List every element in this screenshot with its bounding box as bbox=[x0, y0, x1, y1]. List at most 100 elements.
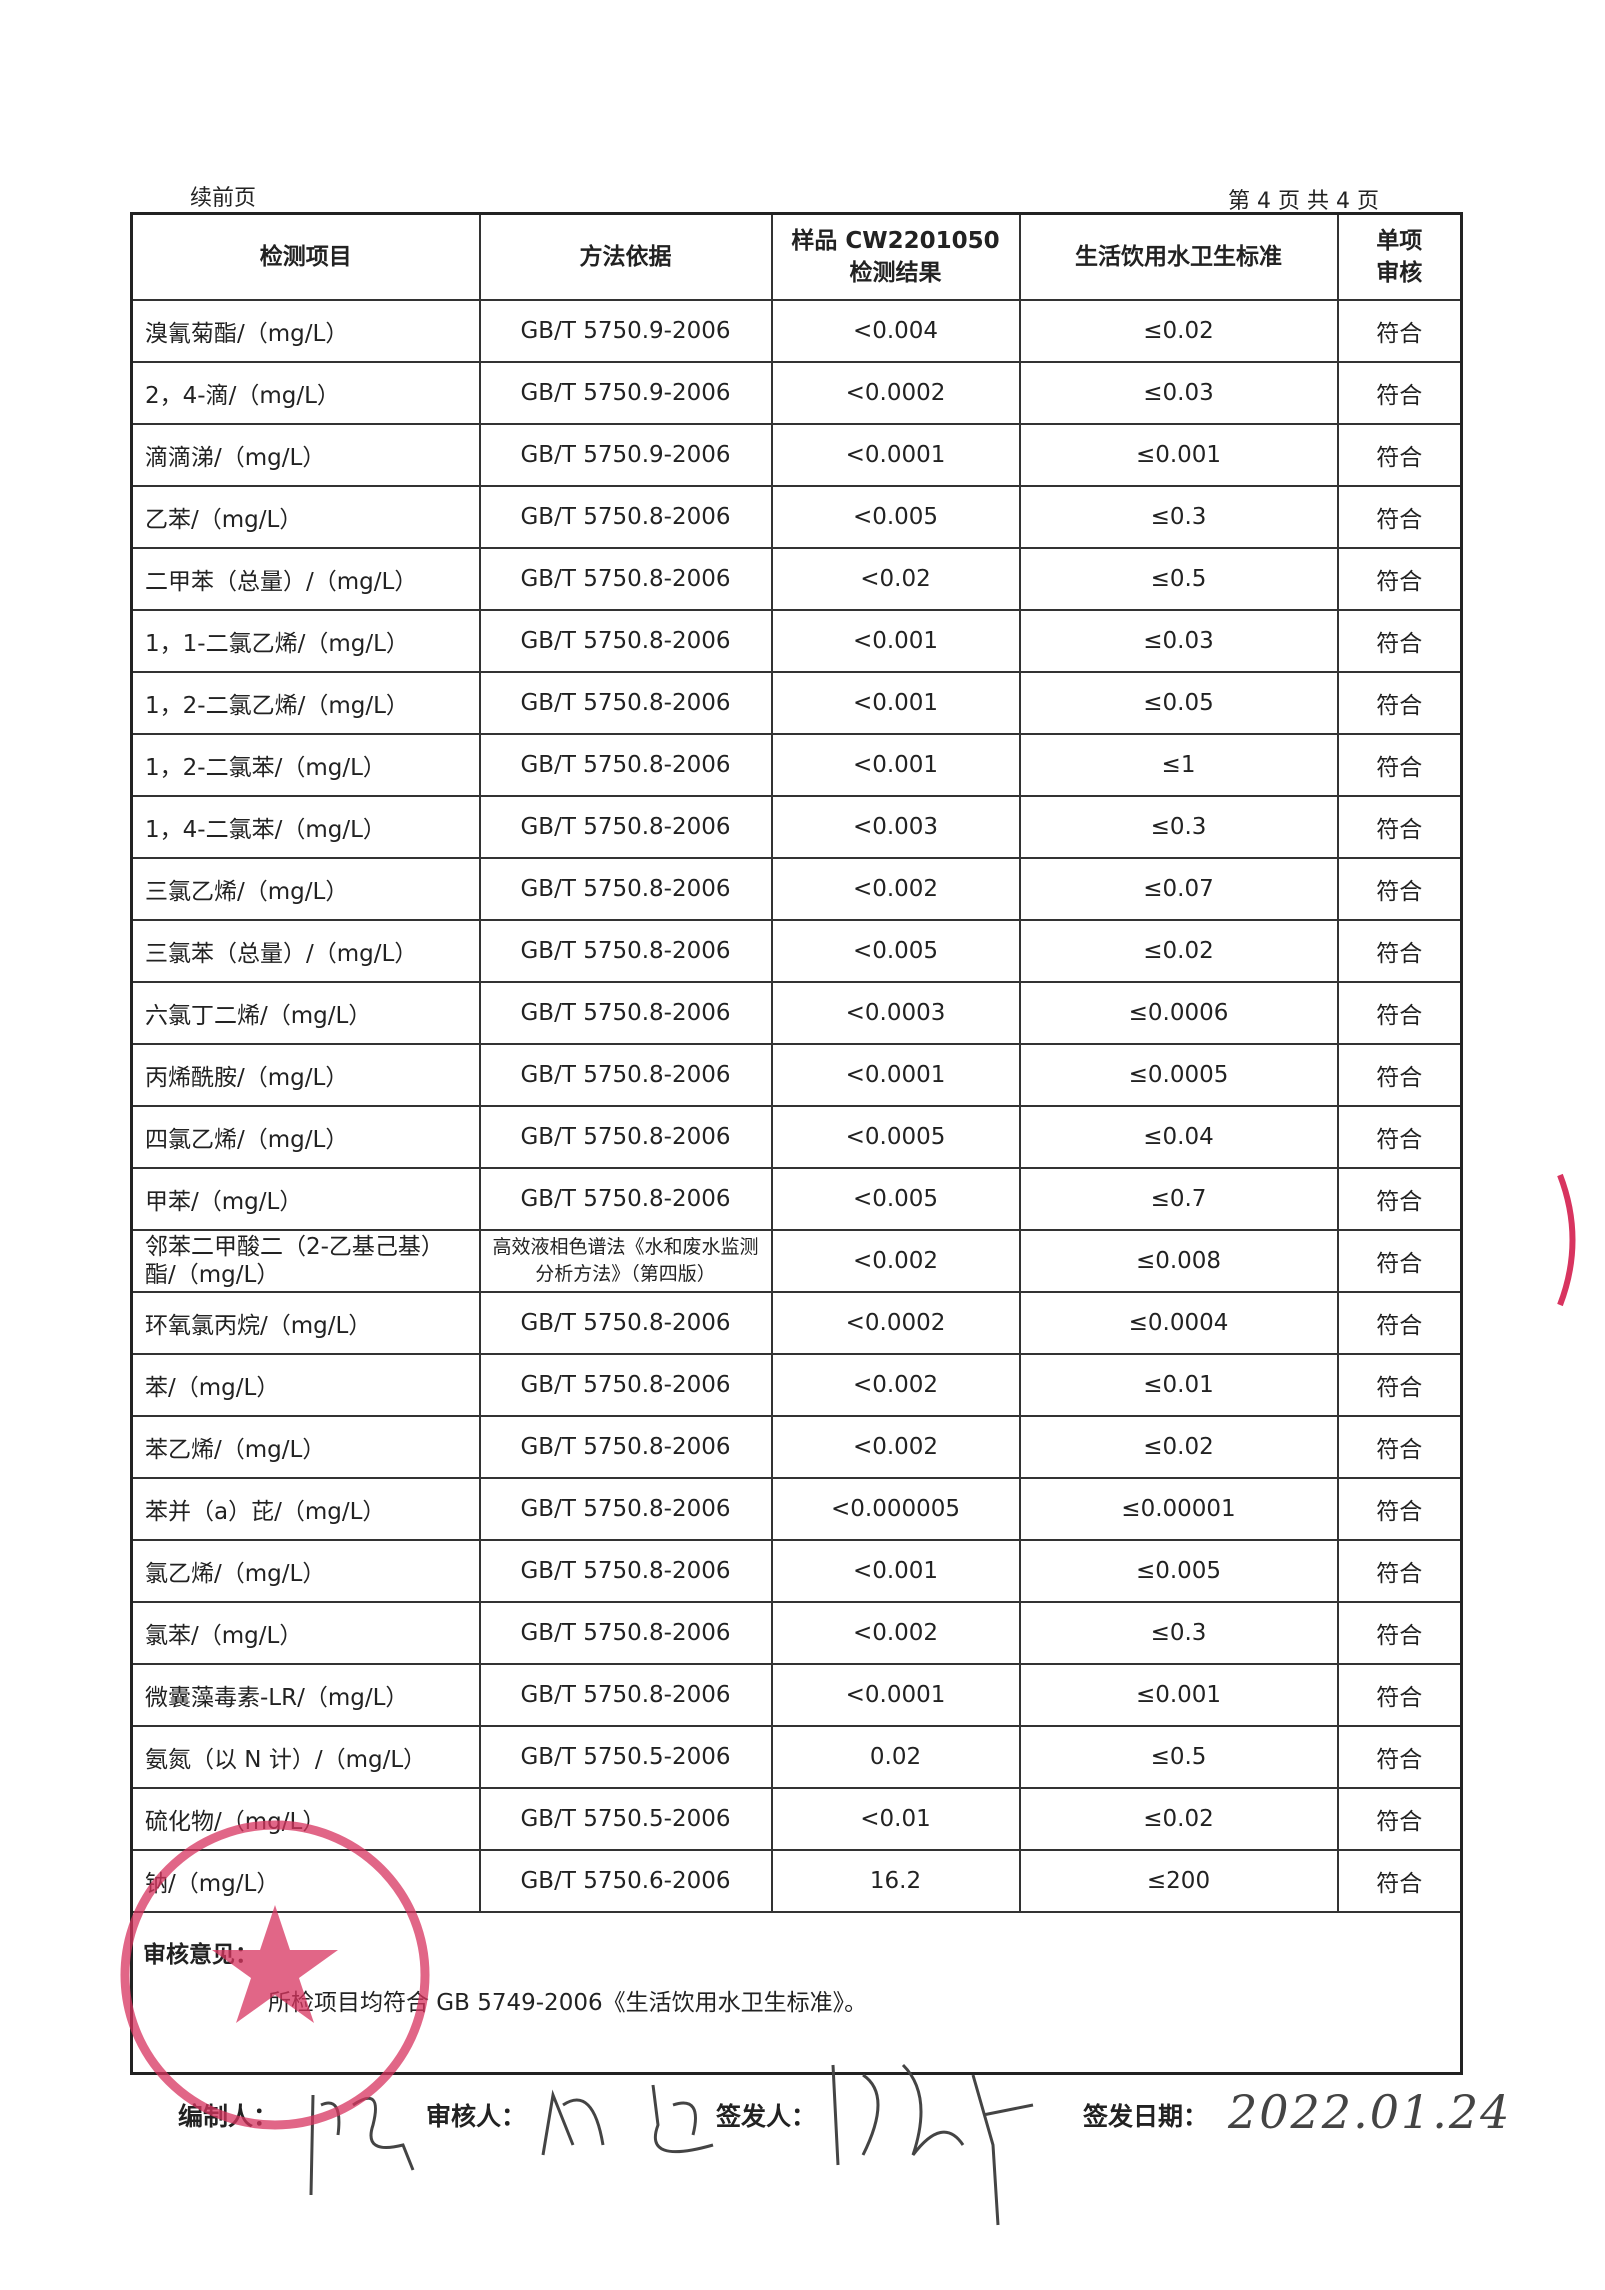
standard-cell: ≤0.5 bbox=[1018, 547, 1339, 611]
table-row: 苯并（a）芘/（mg/L） GB/T 5750.8-2006 <0.000005 ≤0… bbox=[130, 1477, 1463, 1541]
result-cell: <0.0003 bbox=[770, 981, 1021, 1045]
verdict-cell: 符合 bbox=[1336, 1353, 1463, 1417]
result-cell: <0.002 bbox=[770, 1229, 1021, 1293]
item-cell: 微囊藻毒素-LR/（mg/L） bbox=[130, 1663, 481, 1727]
table-row: 氯乙烯/（mg/L） GB/T 5750.8-2006 <0.001 ≤0.005 符合 bbox=[130, 1539, 1463, 1603]
table-row: 滴滴涕/（mg/L） GB/T 5750.9-2006 <0.0001 ≤0.001 符… bbox=[130, 423, 1463, 487]
continued-label: 续前页 bbox=[190, 186, 257, 211]
col-verdict: 单项 审核 bbox=[1336, 212, 1463, 301]
verdict-cell: 符合 bbox=[1336, 1105, 1463, 1169]
result-cell: <0.001 bbox=[770, 733, 1021, 797]
item-cell: 邻苯二甲酸二（2-乙基己基）酯/（mg/L） bbox=[130, 1229, 481, 1293]
table-row: 邻苯二甲酸二（2-乙基己基）酯/（mg/L） 高效液相色谱法《水和废水监测分析方法… bbox=[130, 1229, 1463, 1293]
test-results-table: 检测项目 方法依据 样品 CW2201050 检测结果 生活饮用水卫生标准 单项审… bbox=[130, 212, 1463, 2075]
table-row: 氨氮（以 N 计）/（mg/L） GB/T 5750.5-2006 0.02 ≤0.5… bbox=[130, 1725, 1463, 1789]
table-row: 钠/（mg/L） GB/T 5750.6-2006 16.2 ≤200 符合 bbox=[130, 1849, 1463, 1913]
item-cell: 四氯乙烯/（mg/L） bbox=[130, 1105, 481, 1169]
verdict-cell: 符合 bbox=[1336, 485, 1463, 549]
standard-cell: ≤0.01 bbox=[1018, 1353, 1339, 1417]
verdict-cell: 符合 bbox=[1336, 1043, 1463, 1107]
col-item: 检测项目 bbox=[130, 212, 481, 301]
signature-row: 编制人： 审核人： 签发人： 签发日期： 2022.01.24 bbox=[178, 2063, 1578, 2226]
standard-cell: ≤0.7 bbox=[1018, 1167, 1339, 1231]
standard-cell: ≤0.02 bbox=[1018, 919, 1339, 983]
standard-cell: ≤0.3 bbox=[1018, 795, 1339, 859]
item-cell: 三氯乙烯/（mg/L） bbox=[130, 857, 481, 921]
standard-cell: ≤0.05 bbox=[1018, 671, 1339, 735]
method-cell: GB/T 5750.5-2006 bbox=[478, 1725, 773, 1789]
verdict-cell: 符合 bbox=[1336, 1415, 1463, 1479]
item-cell: 甲苯/（mg/L） bbox=[130, 1167, 481, 1231]
verdict-cell: 符合 bbox=[1336, 671, 1463, 735]
table-row: 丙烯酰胺/（mg/L） GB/T 5750.8-2006 <0.0001 ≤0.000… bbox=[130, 1043, 1463, 1107]
result-cell: <0.002 bbox=[770, 857, 1021, 921]
table-row: 硫化物/（mg/L） GB/T 5750.5-2006 <0.01 ≤0.02 符合 bbox=[130, 1787, 1463, 1851]
item-cell: 2，4-滴/（mg/L） bbox=[130, 361, 481, 425]
result-cell: <0.001 bbox=[770, 609, 1021, 673]
verdict-cell: 符合 bbox=[1336, 733, 1463, 797]
item-cell: 乙苯/（mg/L） bbox=[130, 485, 481, 549]
verdict-cell: 符合 bbox=[1336, 361, 1463, 425]
verdict-cell: 符合 bbox=[1336, 1477, 1463, 1541]
reviewer-signature bbox=[541, 2084, 714, 2156]
item-cell: 丙烯酰胺/（mg/L） bbox=[130, 1043, 481, 1107]
standard-cell: ≤0.3 bbox=[1018, 485, 1339, 549]
item-cell: 1，2-二氯乙烯/（mg/L） bbox=[130, 671, 481, 735]
method-cell: GB/T 5750.5-2006 bbox=[478, 1787, 773, 1851]
verdict-cell: 符合 bbox=[1336, 1229, 1463, 1293]
table-row: 1，4-二氯苯/（mg/L） GB/T 5750.8-2006 <0.003 ≤0.3… bbox=[130, 795, 1463, 859]
item-cell: 硫化物/（mg/L） bbox=[130, 1787, 481, 1851]
method-cell: GB/T 5750.8-2006 bbox=[478, 919, 773, 983]
result-cell: <0.0002 bbox=[770, 1291, 1021, 1355]
item-cell: 氯苯/（mg/L） bbox=[130, 1601, 481, 1665]
verdict-cell: 符合 bbox=[1336, 919, 1463, 983]
result-cell: <0.000005 bbox=[770, 1477, 1021, 1541]
method-cell: GB/T 5750.8-2006 bbox=[478, 795, 773, 859]
result-cell: 0.02 bbox=[770, 1725, 1021, 1789]
result-cell: <0.0001 bbox=[770, 1663, 1021, 1727]
table-row: 三氯乙烯/（mg/L） GB/T 5750.8-2006 <0.002 ≤0.07 符合 bbox=[130, 857, 1463, 921]
table-row: 2，4-滴/（mg/L） GB/T 5750.9-2006 <0.0002 ≤0.03… bbox=[130, 361, 1463, 425]
item-cell: 溴氰菊酯/（mg/L） bbox=[130, 299, 481, 363]
review-text: 所检项目均符合 GB 5749-2006《生活饮用水卫生标准》。 bbox=[268, 1990, 868, 2016]
method-cell: GB/T 5750.9-2006 bbox=[478, 423, 773, 487]
method-cell: GB/T 5750.8-2006 bbox=[478, 1043, 773, 1107]
table-row: 溴氰菊酯/（mg/L） GB/T 5750.9-2006 <0.004 ≤0.02 符合 bbox=[130, 299, 1463, 363]
method-cell: GB/T 5750.8-2006 bbox=[478, 547, 773, 611]
method-cell: GB/T 5750.8-2006 bbox=[478, 981, 773, 1045]
item-cell: 氨氮（以 N 计）/（mg/L） bbox=[130, 1725, 481, 1789]
item-cell: 滴滴涕/（mg/L） bbox=[130, 423, 481, 487]
item-cell: 1，2-二氯苯/（mg/L） bbox=[130, 733, 481, 797]
item-cell: 苯并（a）芘/（mg/L） bbox=[130, 1477, 481, 1541]
result-cell: <0.01 bbox=[770, 1787, 1021, 1851]
result-cell: <0.001 bbox=[770, 1539, 1021, 1603]
table-row: 氯苯/（mg/L） GB/T 5750.8-2006 <0.002 ≤0.3 符合 bbox=[130, 1601, 1463, 1665]
result-cell: <0.0002 bbox=[770, 361, 1021, 425]
method-cell: GB/T 5750.6-2006 bbox=[478, 1849, 773, 1913]
standard-cell: ≤0.0006 bbox=[1018, 981, 1339, 1045]
result-cell: <0.005 bbox=[770, 919, 1021, 983]
verdict-cell: 符合 bbox=[1336, 609, 1463, 673]
verdict-cell: 符合 bbox=[1336, 857, 1463, 921]
verdict-cell: 符合 bbox=[1336, 1663, 1463, 1727]
item-cell: 环氧氯丙烷/（mg/L） bbox=[130, 1291, 481, 1355]
method-cell: GB/T 5750.9-2006 bbox=[478, 361, 773, 425]
table-header: 检测项目 方法依据 样品 CW2201050 检测结果 生活饮用水卫生标准 单项审… bbox=[130, 212, 1463, 301]
issue-date: 2022.01.24 bbox=[1228, 2085, 1512, 2139]
verdict-cell: 符合 bbox=[1336, 1291, 1463, 1355]
col-result: 样品 CW2201050 检测结果 bbox=[770, 212, 1021, 301]
standard-cell: ≤0.03 bbox=[1018, 609, 1339, 673]
standard-cell: ≤0.001 bbox=[1018, 423, 1339, 487]
result-cell: <0.001 bbox=[770, 671, 1021, 735]
method-cell: GB/T 5750.8-2006 bbox=[478, 485, 773, 549]
result-cell: <0.0001 bbox=[770, 1043, 1021, 1107]
method-cell: GB/T 5750.8-2006 bbox=[478, 1539, 773, 1603]
standard-cell: ≤0.0005 bbox=[1018, 1043, 1339, 1107]
verdict-cell: 符合 bbox=[1336, 981, 1463, 1045]
result-cell: <0.002 bbox=[770, 1415, 1021, 1479]
table-row: 1，2-二氯乙烯/（mg/L） GB/T 5750.8-2006 <0.001 ≤0.… bbox=[130, 671, 1463, 735]
standard-cell: ≤1 bbox=[1018, 733, 1339, 797]
standard-cell: ≤0.0004 bbox=[1018, 1291, 1339, 1355]
result-cell: <0.005 bbox=[770, 485, 1021, 549]
method-cell: 高效液相色谱法《水和废水监测分析方法》（第四版） bbox=[478, 1229, 773, 1293]
